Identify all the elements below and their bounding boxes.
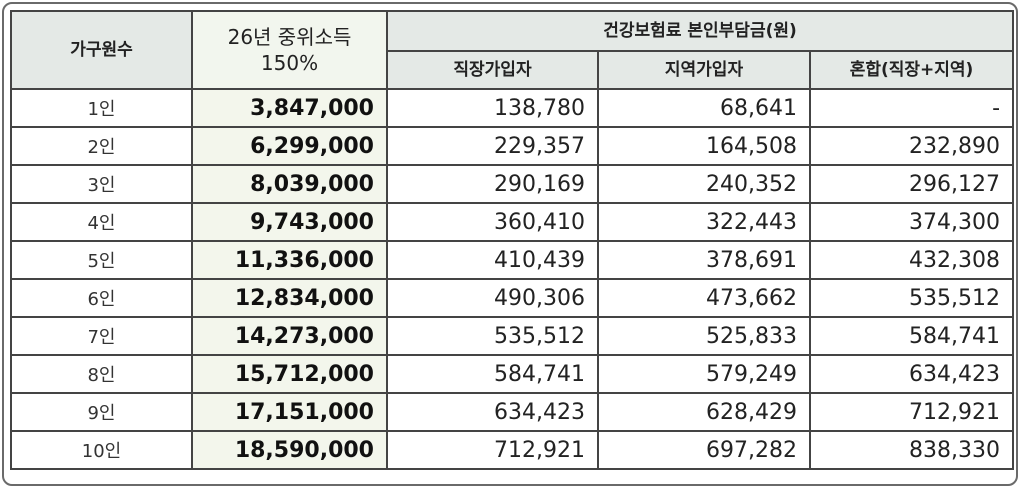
mixed-cell: 296,127 xyxy=(808,164,1015,204)
income-cell: 6,299,000 xyxy=(191,126,388,166)
income-cell: 14,273,000 xyxy=(191,316,388,356)
regional-cell: 525,833 xyxy=(597,316,811,356)
mixed-cell: 374,300 xyxy=(808,202,1015,242)
income-cell: 8,039,000 xyxy=(191,164,388,204)
household-cell: 4인 xyxy=(10,202,193,242)
employee-cell: 535,512 xyxy=(386,316,599,356)
income-cell: 12,834,000 xyxy=(191,278,388,318)
mixed-header: 혼합(직장+지역) xyxy=(808,50,1015,90)
table-row: 4인 9,743,000 360,410 322,443 374,300 xyxy=(10,202,1015,242)
mixed-cell: - xyxy=(808,88,1015,128)
mixed-cell: 712,921 xyxy=(808,392,1015,432)
employee-header: 직장가입자 xyxy=(386,50,599,90)
regional-cell: 697,282 xyxy=(597,430,811,470)
table-row: 7인 14,273,000 535,512 525,833 584,741 xyxy=(10,316,1015,356)
regional-cell: 579,249 xyxy=(597,354,811,394)
regional-cell: 378,691 xyxy=(597,240,811,280)
employee-cell: 490,306 xyxy=(386,278,599,318)
employee-cell: 584,741 xyxy=(386,354,599,394)
mixed-cell: 634,423 xyxy=(808,354,1015,394)
income-header-line1: 26년 중위소득 xyxy=(227,25,352,49)
regional-cell: 164,508 xyxy=(597,126,811,166)
income-header: 26년 중위소득 150% xyxy=(191,10,388,90)
regional-cell: 628,429 xyxy=(597,392,811,432)
mixed-cell: 432,308 xyxy=(808,240,1015,280)
household-cell: 10인 xyxy=(10,430,193,470)
household-cell: 6인 xyxy=(10,278,193,318)
household-cell: 5인 xyxy=(10,240,193,280)
income-cell: 18,590,000 xyxy=(191,430,388,470)
household-cell: 1인 xyxy=(10,88,193,128)
employee-cell: 360,410 xyxy=(386,202,599,242)
insurance-header: 건강보험료 본인부담금(원) xyxy=(385,10,1015,52)
employee-cell: 634,423 xyxy=(386,392,599,432)
income-cell: 9,743,000 xyxy=(191,202,388,242)
household-header: 가구원수 xyxy=(10,10,193,90)
table-frame: 가구원수 26년 중위소득 150% 건강보험료 본인부담금(원) 직장가입자 … xyxy=(2,2,1018,486)
table-row: 8인 15,712,000 584,741 579,249 634,423 xyxy=(10,354,1015,394)
regional-cell: 322,443 xyxy=(597,202,811,242)
employee-cell: 290,169 xyxy=(386,164,599,204)
income-cell: 17,151,000 xyxy=(191,392,388,432)
table-row: 9인 17,151,000 634,423 628,429 712,921 xyxy=(10,392,1015,432)
regional-header: 지역가입자 xyxy=(597,50,811,90)
income-header-line2: 150% xyxy=(260,51,319,75)
employee-cell: 229,357 xyxy=(386,126,599,166)
table-row: 10인 18,590,000 712,921 697,282 838,330 xyxy=(10,430,1015,470)
table-row: 5인 11,336,000 410,439 378,691 432,308 xyxy=(10,240,1015,280)
income-cell: 3,847,000 xyxy=(191,88,388,128)
table-row: 2인 6,299,000 229,357 164,508 232,890 xyxy=(10,126,1015,166)
household-cell: 7인 xyxy=(10,316,193,356)
regional-cell: 68,641 xyxy=(597,88,811,128)
mixed-cell: 535,512 xyxy=(808,278,1015,318)
mixed-cell: 232,890 xyxy=(808,126,1015,166)
regional-cell: 240,352 xyxy=(597,164,811,204)
employee-cell: 410,439 xyxy=(386,240,599,280)
mixed-cell: 838,330 xyxy=(808,430,1015,470)
mixed-cell: 584,741 xyxy=(808,316,1015,356)
employee-cell: 712,921 xyxy=(386,430,599,470)
household-cell: 2인 xyxy=(10,126,193,166)
household-cell: 8인 xyxy=(10,354,193,394)
household-cell: 3인 xyxy=(10,164,193,204)
income-cell: 15,712,000 xyxy=(191,354,388,394)
table-row: 1인 3,847,000 138,780 68,641 - xyxy=(10,88,1015,128)
insurance-table: 가구원수 26년 중위소득 150% 건강보험료 본인부담금(원) 직장가입자 … xyxy=(10,10,1015,470)
regional-cell: 473,662 xyxy=(597,278,811,318)
employee-cell: 138,780 xyxy=(386,88,599,128)
table-row: 6인 12,834,000 490,306 473,662 535,512 xyxy=(10,278,1015,318)
household-cell: 9인 xyxy=(10,392,193,432)
income-cell: 11,336,000 xyxy=(191,240,388,280)
table-row: 3인 8,039,000 290,169 240,352 296,127 xyxy=(10,164,1015,204)
